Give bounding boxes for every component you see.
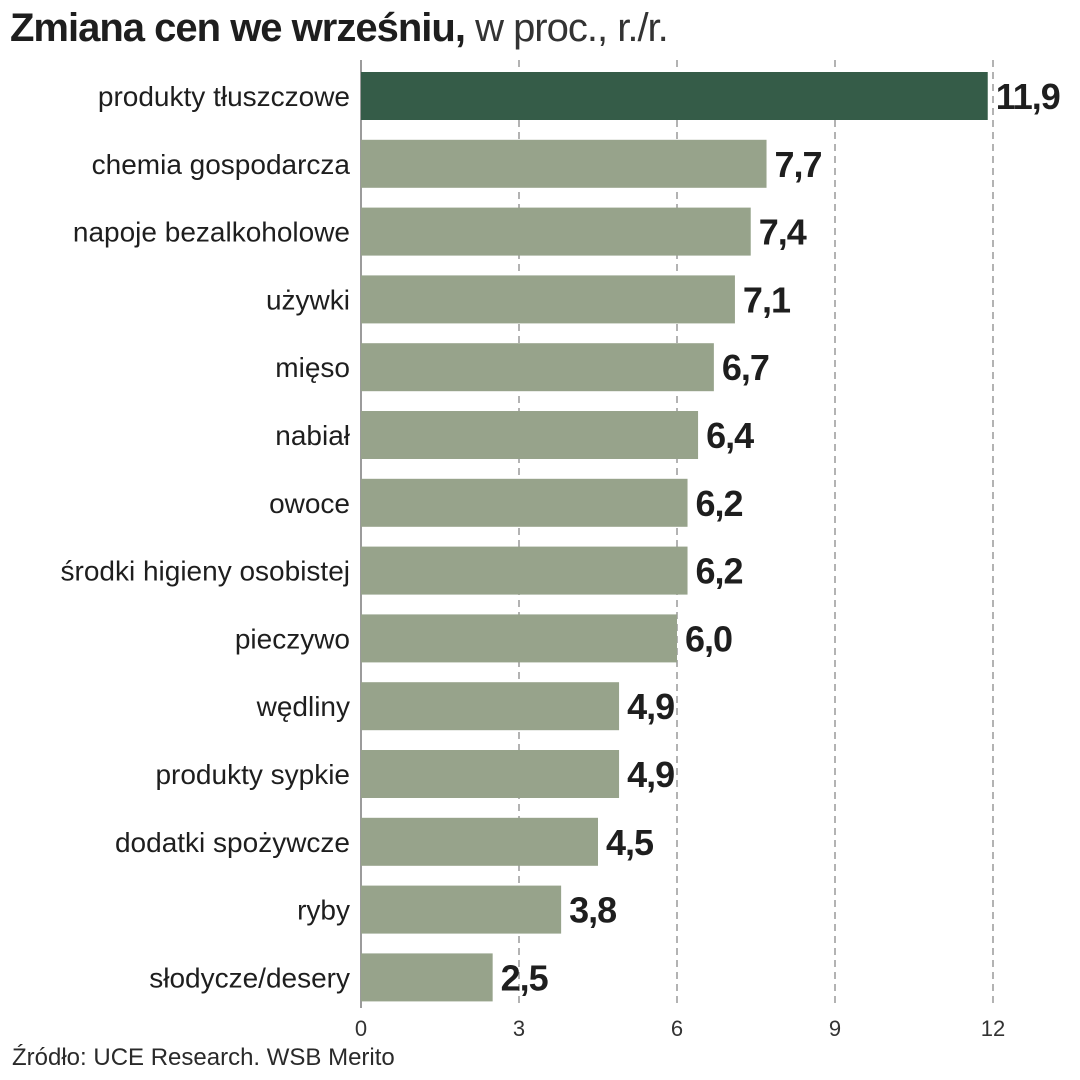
bar bbox=[361, 207, 751, 256]
chart-title: Zmiana cen we wrześniu, w proc., r./r. bbox=[10, 0, 669, 56]
bar bbox=[361, 411, 699, 459]
bar bbox=[361, 546, 688, 595]
bar bbox=[361, 885, 562, 934]
category-label: nabiał bbox=[275, 420, 351, 451]
bars bbox=[361, 72, 988, 1002]
value-label: 4,9 bbox=[627, 686, 674, 727]
value-label: 6,2 bbox=[696, 551, 743, 592]
x-tick-label: 3 bbox=[513, 1016, 525, 1040]
value-label: 7,1 bbox=[743, 279, 791, 320]
bar bbox=[361, 750, 620, 798]
x-tick-label: 12 bbox=[981, 1016, 1005, 1040]
bar bbox=[361, 614, 677, 663]
category-label: środki higieny osobistej bbox=[61, 556, 351, 587]
value-label: 2,5 bbox=[501, 957, 549, 998]
category-label: ryby bbox=[297, 895, 350, 926]
bar bbox=[361, 139, 767, 188]
value-label: 7,7 bbox=[775, 144, 822, 185]
chart-title-main: Zmiana cen we wrześniu, bbox=[10, 6, 466, 50]
bar bbox=[361, 343, 714, 392]
category-label: dodatki spożywcze bbox=[115, 827, 350, 858]
category-label: wędliny bbox=[256, 691, 350, 722]
category-label: słodycze/desery bbox=[149, 962, 350, 993]
category-label: produkty sypkie bbox=[155, 759, 350, 790]
x-axis-tick-labels: 0 3 6 9 12 bbox=[355, 1016, 1005, 1040]
category-label: chemia gospodarcza bbox=[92, 149, 351, 180]
x-tick-label: 9 bbox=[829, 1016, 841, 1040]
bar bbox=[361, 817, 598, 866]
value-label: 6,2 bbox=[696, 483, 743, 524]
value-label: 3,8 bbox=[569, 890, 616, 931]
value-label: 4,5 bbox=[606, 822, 654, 863]
chart-title-units: w proc., r./r. bbox=[475, 6, 669, 50]
category-label: owoce bbox=[269, 488, 350, 519]
bar bbox=[361, 953, 493, 1002]
bar bbox=[361, 682, 620, 731]
bar bbox=[361, 478, 688, 527]
bar bbox=[361, 72, 988, 120]
category-label: mięso bbox=[275, 352, 350, 383]
bar-chart: produkty tłuszczowe chemia gospodarcza nap… bbox=[61, 60, 1061, 1040]
value-label: 6,7 bbox=[722, 347, 769, 388]
category-label: napoje bezalkoholowe bbox=[73, 217, 350, 248]
category-labels: produkty tłuszczowe chemia gospodarcza nap… bbox=[61, 81, 351, 993]
value-label: 11,9 bbox=[996, 76, 1060, 117]
category-label: używki bbox=[266, 284, 350, 315]
value-label: 7,4 bbox=[759, 212, 807, 253]
bar bbox=[361, 275, 735, 324]
value-label: 4,9 bbox=[627, 754, 674, 795]
category-label: produkty tłuszczowe bbox=[98, 81, 350, 112]
value-labels: 11,9 7,7 7,4 7,1 6,7 6,4 6,2 6,2 6,0 4,9 4,9 4,5 3,8… bbox=[501, 76, 1061, 998]
value-label: 6,0 bbox=[685, 618, 732, 659]
value-label: 6,4 bbox=[706, 415, 754, 456]
x-tick-label: 6 bbox=[671, 1016, 683, 1040]
category-label: pieczywo bbox=[235, 623, 350, 654]
source-note: Źródło: UCE Research. WSB Merito bbox=[12, 1044, 395, 1071]
x-tick-label: 0 bbox=[355, 1016, 367, 1040]
